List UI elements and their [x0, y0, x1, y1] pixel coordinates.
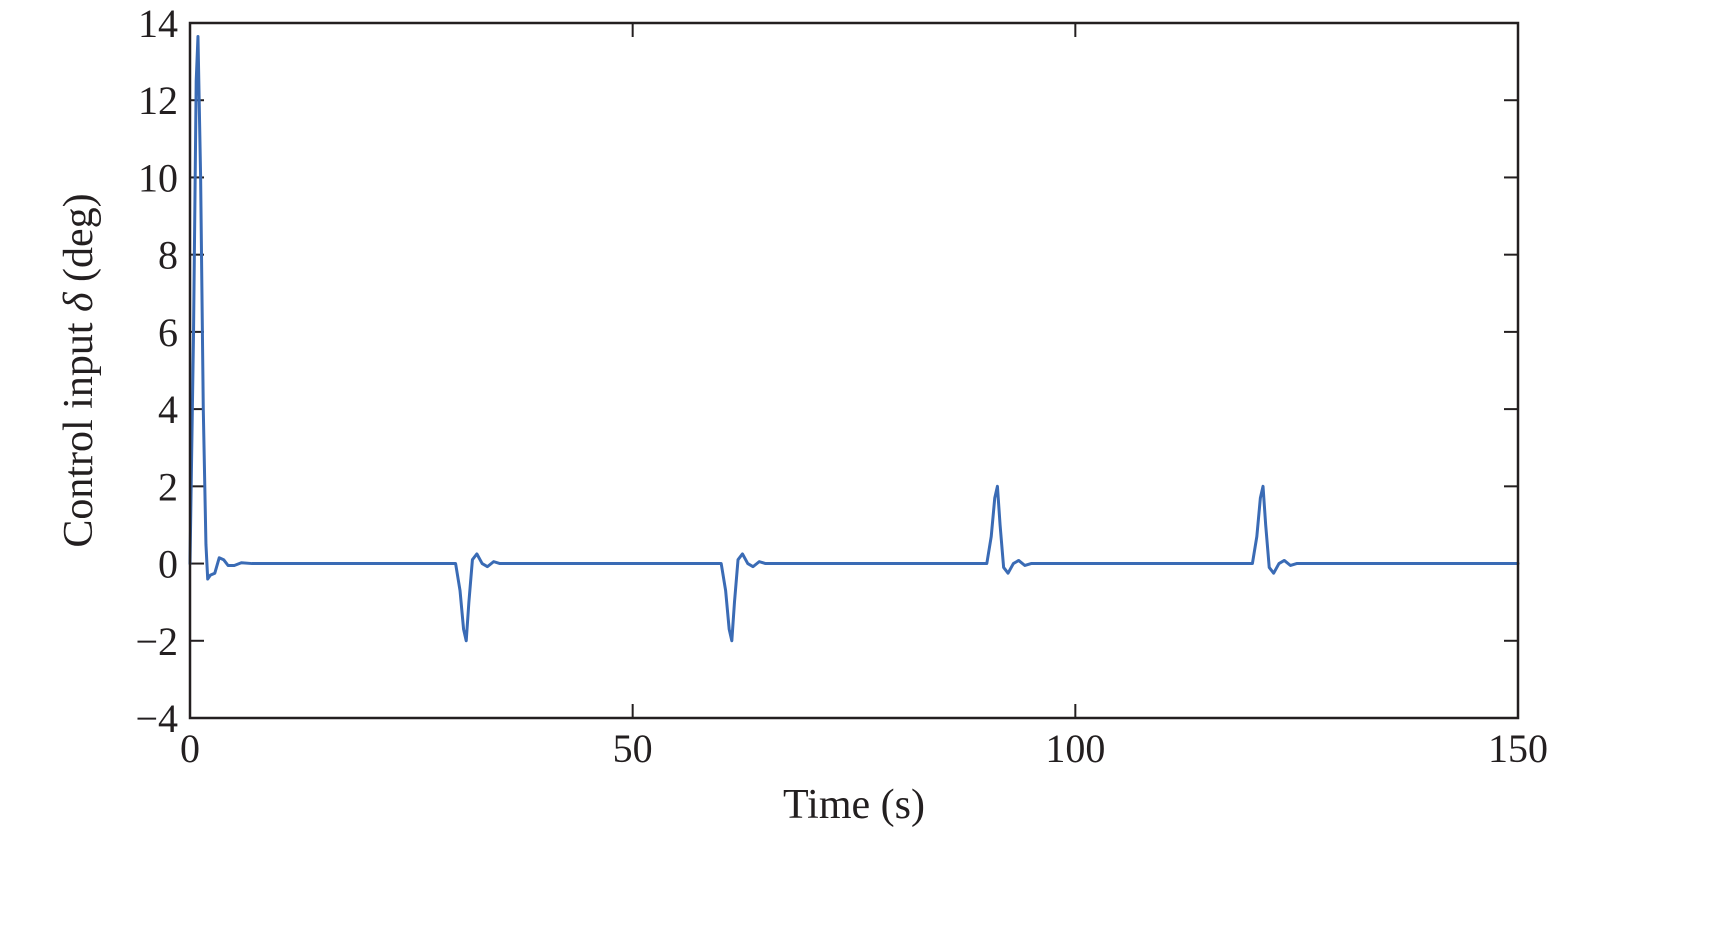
y-tick-label: 0: [158, 542, 178, 587]
tick-labels: 0 50 100 150 −4 −2 0 2 4 6 8 10 12 14: [135, 1, 1548, 771]
y-tick-label: 2: [158, 464, 178, 509]
series-line-1: [188, 35, 1520, 643]
x-tick-label: 100: [1045, 726, 1105, 771]
y-tick-label: 14: [138, 1, 178, 46]
x-tick-label: 150: [1488, 726, 1548, 771]
y-axis-title-suffix: (deg): [56, 193, 102, 292]
y-tick-label: 12: [138, 78, 178, 123]
y-tick-label: 8: [158, 233, 178, 278]
y-tick-label: −2: [135, 619, 178, 664]
y-axis-title: Control input δ (deg): [56, 193, 102, 547]
y-tick-label: 10: [138, 155, 178, 200]
x-tick-label: 0: [180, 726, 200, 771]
tick-marks: [189, 22, 1519, 719]
y-axis-title-symbol: δ: [56, 291, 102, 312]
y-tick-label: 6: [158, 310, 178, 355]
plot-frame: [188, 21, 1520, 720]
y-axis-title-prefix: Control input: [56, 312, 102, 548]
y-tick-label: 4: [158, 387, 178, 432]
series-layer: [188, 35, 1520, 643]
x-axis-title: Time (s): [783, 782, 925, 828]
x-tick-label: 50: [613, 726, 653, 771]
y-tick-label: −4: [135, 696, 178, 741]
